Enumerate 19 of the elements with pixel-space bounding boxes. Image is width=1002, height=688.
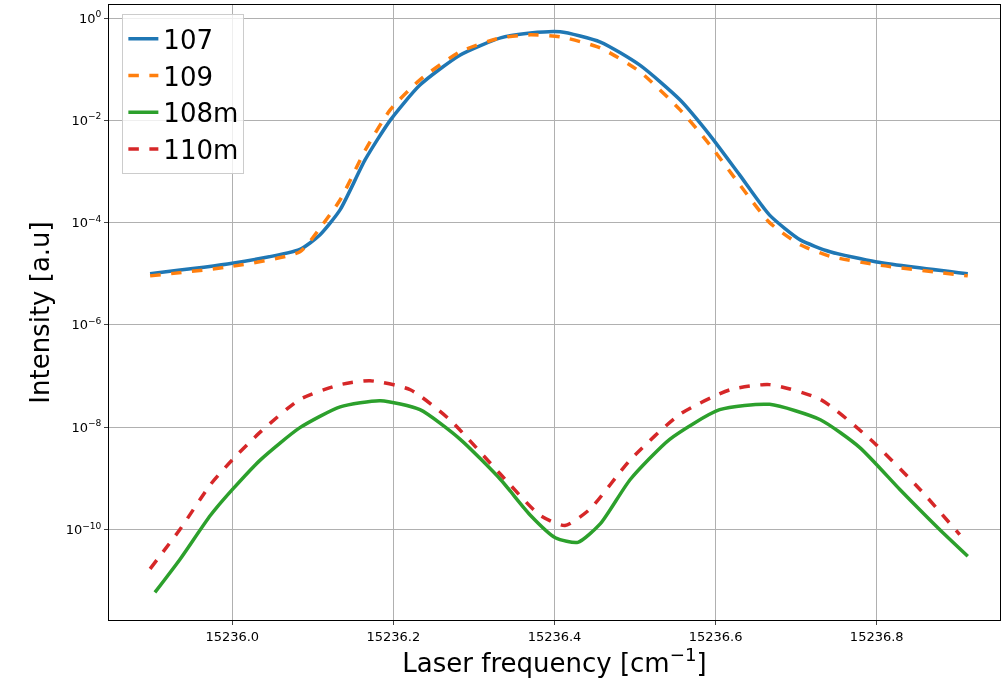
x-tick-label: 15236.6 xyxy=(688,628,743,644)
legend-label: 110m xyxy=(163,135,239,166)
x-tick-label: 15236.4 xyxy=(527,628,582,644)
legend-label: 109 xyxy=(163,61,214,92)
y-tick-label: 10$^{−8}$ xyxy=(71,418,102,435)
x-axis-title: Laser frequency [cm$^{−1}$] xyxy=(402,643,707,678)
y-tick-label: 10$^{0}$ xyxy=(79,9,102,26)
line-series xyxy=(148,378,962,571)
x-tick-label: 15236.8 xyxy=(849,628,904,644)
y-tick-label: 10$^{−6}$ xyxy=(71,316,102,333)
x-tick-label: 15236.2 xyxy=(366,628,421,644)
line-series xyxy=(153,398,970,595)
y-axis-title: Intensity [a.u] xyxy=(25,221,56,404)
legend-label: 107 xyxy=(163,24,214,55)
x-tick-label: 15236.0 xyxy=(205,628,260,644)
y-tick-label: 10$^{−2}$ xyxy=(71,111,102,128)
y-tick-label: 10$^{−4}$ xyxy=(71,213,102,231)
y-tick-label: 10$^{−10}$ xyxy=(65,520,102,538)
legend-label: 108m xyxy=(163,98,239,129)
